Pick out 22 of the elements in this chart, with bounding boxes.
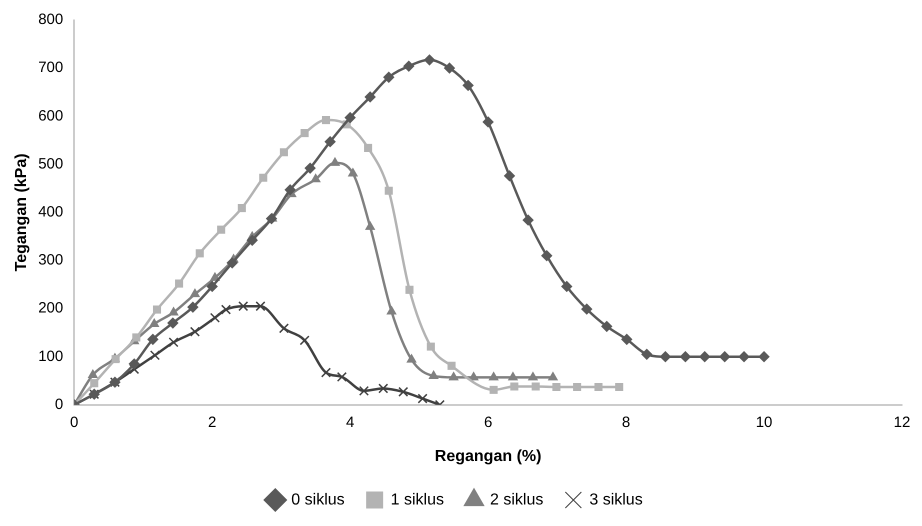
x-tick-label: 10	[756, 414, 772, 431]
legend-label: 2 siklus	[490, 491, 544, 508]
y-tick-label: 600	[38, 107, 64, 124]
y-tick-label: 100	[38, 348, 64, 365]
y-tick-label: 300	[38, 252, 64, 269]
y-tick-label: 400	[38, 204, 64, 221]
legend-label: 3 siklus	[589, 491, 643, 508]
x-tick-label: 6	[484, 414, 492, 431]
y-tick-label: 200	[38, 300, 64, 317]
y-tick-label: 0	[54, 396, 64, 413]
x-tick-label: 8	[622, 414, 630, 431]
y-tick-label: 500	[38, 155, 64, 172]
y-tick-label: 700	[38, 59, 64, 76]
y-axis-title: Tegangan (kPa)	[13, 153, 30, 272]
legend-label: 0 siklus	[291, 491, 345, 508]
x-tick-label: 4	[346, 414, 354, 431]
x-tick-label: 0	[70, 414, 78, 431]
x-tick-label: 12	[894, 414, 910, 431]
legend-label: 1 siklus	[390, 491, 444, 508]
y-tick-label: 800	[38, 11, 64, 28]
x-axis-title: Regangan (%)	[434, 448, 542, 465]
x-tick-label: 2	[208, 414, 216, 431]
